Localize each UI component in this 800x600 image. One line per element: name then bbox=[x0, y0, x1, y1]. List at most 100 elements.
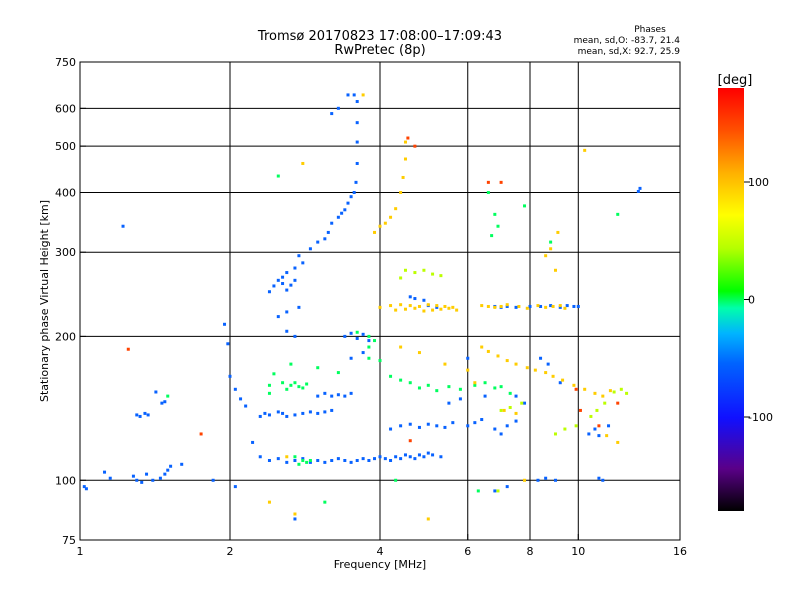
y-tick-label: 200 bbox=[55, 330, 76, 343]
echo-point bbox=[323, 237, 327, 241]
echo-point bbox=[383, 221, 387, 225]
echo-point bbox=[349, 391, 353, 395]
echo-point bbox=[435, 304, 439, 308]
echo-point bbox=[389, 215, 393, 219]
echo-point bbox=[267, 290, 271, 294]
echo-point bbox=[316, 366, 320, 370]
echo-point bbox=[297, 385, 301, 389]
echo-point bbox=[556, 230, 560, 234]
echo-point bbox=[413, 457, 417, 461]
echo-point bbox=[373, 230, 377, 234]
echo-point bbox=[413, 144, 417, 148]
echo-point bbox=[394, 478, 398, 482]
echo-point bbox=[525, 306, 529, 310]
echo-point bbox=[616, 212, 620, 216]
echo-point bbox=[163, 400, 167, 404]
echo-point bbox=[502, 408, 506, 412]
echo-point bbox=[355, 330, 359, 334]
echo-point bbox=[301, 411, 305, 415]
data-points bbox=[82, 93, 642, 521]
echo-point bbox=[422, 455, 426, 459]
echo-point bbox=[619, 387, 623, 391]
echo-point bbox=[272, 284, 276, 288]
echo-point bbox=[597, 476, 601, 480]
echo-point bbox=[289, 383, 293, 387]
echo-point bbox=[146, 413, 150, 417]
echo-point bbox=[297, 305, 301, 309]
y-tick-label: 600 bbox=[55, 102, 76, 115]
echo-point bbox=[267, 500, 271, 504]
echo-point bbox=[612, 390, 616, 394]
echo-point bbox=[439, 455, 443, 459]
echo-point bbox=[563, 427, 567, 431]
echo-point bbox=[285, 288, 289, 292]
echo-point bbox=[523, 478, 527, 482]
echo-point bbox=[336, 371, 340, 375]
echo-point bbox=[533, 368, 537, 372]
x-tick-label: 6 bbox=[464, 545, 471, 558]
echo-point bbox=[349, 195, 353, 199]
echo-point bbox=[352, 93, 356, 97]
echo-point bbox=[539, 356, 543, 360]
echo-point bbox=[349, 331, 353, 335]
echo-point bbox=[258, 455, 262, 459]
echo-point bbox=[406, 136, 410, 140]
x-tick-label: 8 bbox=[527, 545, 534, 558]
echo-point bbox=[285, 460, 289, 464]
echo-point bbox=[239, 397, 243, 401]
echo-point bbox=[293, 413, 297, 417]
echo-point bbox=[276, 457, 280, 461]
phases-title: Phases bbox=[634, 25, 666, 35]
echo-point bbox=[346, 93, 350, 97]
echo-point bbox=[180, 462, 184, 466]
echo-point bbox=[355, 161, 359, 165]
echo-point bbox=[82, 485, 86, 489]
echo-point bbox=[281, 381, 285, 385]
echo-point bbox=[378, 305, 382, 309]
echo-point bbox=[285, 310, 289, 314]
echo-point bbox=[330, 221, 334, 225]
echo-point bbox=[355, 458, 359, 462]
echo-point bbox=[413, 306, 417, 310]
echo-point bbox=[528, 304, 532, 308]
echo-point bbox=[426, 451, 430, 455]
echo-point bbox=[305, 460, 309, 464]
echo-point bbox=[508, 405, 512, 409]
echo-point bbox=[293, 458, 297, 462]
echo-point bbox=[367, 458, 371, 462]
echo-point bbox=[496, 224, 500, 228]
echo-point bbox=[523, 401, 527, 405]
echo-point bbox=[285, 455, 289, 459]
echo-point bbox=[403, 140, 407, 144]
phases-o-stats: mean, sd,O: -83.7, 21.4 bbox=[574, 36, 681, 46]
echo-point bbox=[251, 440, 255, 444]
echo-point bbox=[493, 489, 497, 493]
echo-point bbox=[565, 304, 569, 308]
echo-point bbox=[483, 381, 487, 385]
echo-point bbox=[408, 439, 412, 443]
echo-point bbox=[597, 424, 601, 428]
echo-point bbox=[422, 298, 426, 302]
echo-point bbox=[616, 440, 620, 444]
echo-point bbox=[285, 271, 289, 275]
echo-point bbox=[308, 410, 312, 414]
echo-point bbox=[493, 386, 497, 390]
echo-point bbox=[323, 460, 327, 464]
echo-point bbox=[505, 303, 509, 307]
echo-point bbox=[593, 427, 597, 431]
echo-point bbox=[476, 489, 480, 493]
echo-point bbox=[316, 411, 320, 415]
echo-point bbox=[422, 268, 426, 272]
echo-point bbox=[514, 394, 518, 398]
echo-point bbox=[108, 476, 112, 480]
echo-point bbox=[417, 304, 421, 308]
echo-point bbox=[458, 397, 462, 401]
echo-point bbox=[330, 394, 334, 398]
echo-point bbox=[455, 308, 459, 312]
echo-point bbox=[367, 356, 371, 360]
echo-point bbox=[439, 274, 443, 278]
echo-point bbox=[323, 410, 327, 414]
echo-point bbox=[426, 383, 430, 387]
echo-point bbox=[103, 470, 107, 474]
echo-point bbox=[355, 121, 359, 125]
